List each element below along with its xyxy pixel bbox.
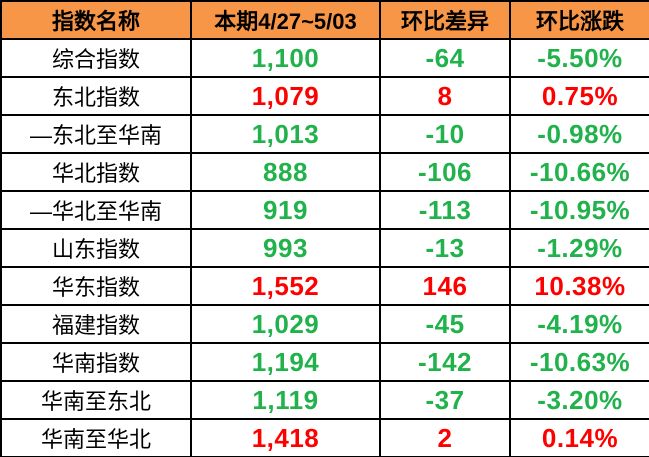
diff-value-cell: -113 (379, 190, 511, 230)
table-row: 山东指数 993 -13 -1.29% (0, 228, 649, 268)
current-value-cell: 1,552 (190, 266, 381, 306)
index-name-cell: 福建指数 (0, 304, 192, 344)
table-row: 福建指数 1,029 -45 -4.19% (0, 304, 649, 344)
change-percent-cell: 10.38% (509, 266, 649, 306)
table-row: 华东指数 1,552 146 10.38% (0, 266, 649, 306)
index-name-cell: —华北至华南 (0, 190, 192, 230)
current-value-cell: 1,029 (190, 304, 381, 344)
change-percent-cell: -10.95% (509, 190, 649, 230)
current-value-cell: 1,119 (190, 380, 381, 420)
change-percent-cell: 0.14% (509, 418, 649, 457)
index-name-cell: —东北至华南 (0, 114, 192, 154)
table-body: 综合指数 1,100 -64 -5.50% 东北指数 1,079 8 0.75% —东北至华南 1… (0, 38, 649, 457)
change-percent-cell: -4.19% (509, 304, 649, 344)
table-row: 综合指数 1,100 -64 -5.50% (0, 38, 649, 78)
index-name-cell: 东北指数 (0, 76, 192, 116)
diff-value-cell: 8 (379, 76, 511, 116)
change-percent-cell: -5.50% (509, 38, 649, 78)
current-value-cell: 1,079 (190, 76, 381, 116)
index-name-cell: 山东指数 (0, 228, 192, 268)
change-percent-cell: -10.66% (509, 152, 649, 192)
index-name-cell: 综合指数 (0, 38, 192, 78)
index-name-cell: 华南指数 (0, 342, 192, 382)
table-row: 华北指数 888 -106 -10.66% (0, 152, 649, 192)
index-name-cell: 华南至华北 (0, 418, 192, 457)
current-value-cell: 888 (190, 152, 381, 192)
index-name-cell: 华南至东北 (0, 380, 192, 420)
diff-value-cell: -10 (379, 114, 511, 154)
diff-value-cell: 146 (379, 266, 511, 306)
current-value-cell: 993 (190, 228, 381, 268)
table-row: 华南至东北 1,119 -37 -3.20% (0, 380, 649, 420)
diff-value-cell: -64 (379, 38, 511, 78)
table-row: 华南指数 1,194 -142 -10.63% (0, 342, 649, 382)
current-value-cell: 1,418 (190, 418, 381, 457)
column-header-index-name: 指数名称 (0, 0, 192, 40)
change-percent-cell: -0.98% (509, 114, 649, 154)
table-header: 指数名称 本期4/27~5/03 环比差异 环比涨跌 (0, 0, 649, 40)
current-value-cell: 919 (190, 190, 381, 230)
diff-value-cell: -45 (379, 304, 511, 344)
index-name-cell: 华东指数 (0, 266, 192, 306)
change-percent-cell: -10.63% (509, 342, 649, 382)
column-header-change: 环比涨跌 (509, 0, 649, 40)
current-value-cell: 1,194 (190, 342, 381, 382)
column-header-diff: 环比差异 (379, 0, 511, 40)
table-row: 东北指数 1,079 8 0.75% (0, 76, 649, 116)
diff-value-cell: -142 (379, 342, 511, 382)
table-row: 华南至华北 1,418 2 0.14% (0, 418, 649, 457)
diff-value-cell: -106 (379, 152, 511, 192)
column-header-current-period: 本期4/27~5/03 (190, 0, 381, 40)
change-percent-cell: -3.20% (509, 380, 649, 420)
current-value-cell: 1,013 (190, 114, 381, 154)
table-row: —华北至华南 919 -113 -10.95% (0, 190, 649, 230)
change-percent-cell: -1.29% (509, 228, 649, 268)
diff-value-cell: -13 (379, 228, 511, 268)
header-row: 指数名称 本期4/27~5/03 环比差异 环比涨跌 (0, 0, 649, 40)
change-percent-cell: 0.75% (509, 76, 649, 116)
diff-value-cell: 2 (379, 418, 511, 457)
diff-value-cell: -37 (379, 380, 511, 420)
table-row: —东北至华南 1,013 -10 -0.98% (0, 114, 649, 154)
index-name-cell: 华北指数 (0, 152, 192, 192)
current-value-cell: 1,100 (190, 38, 381, 78)
